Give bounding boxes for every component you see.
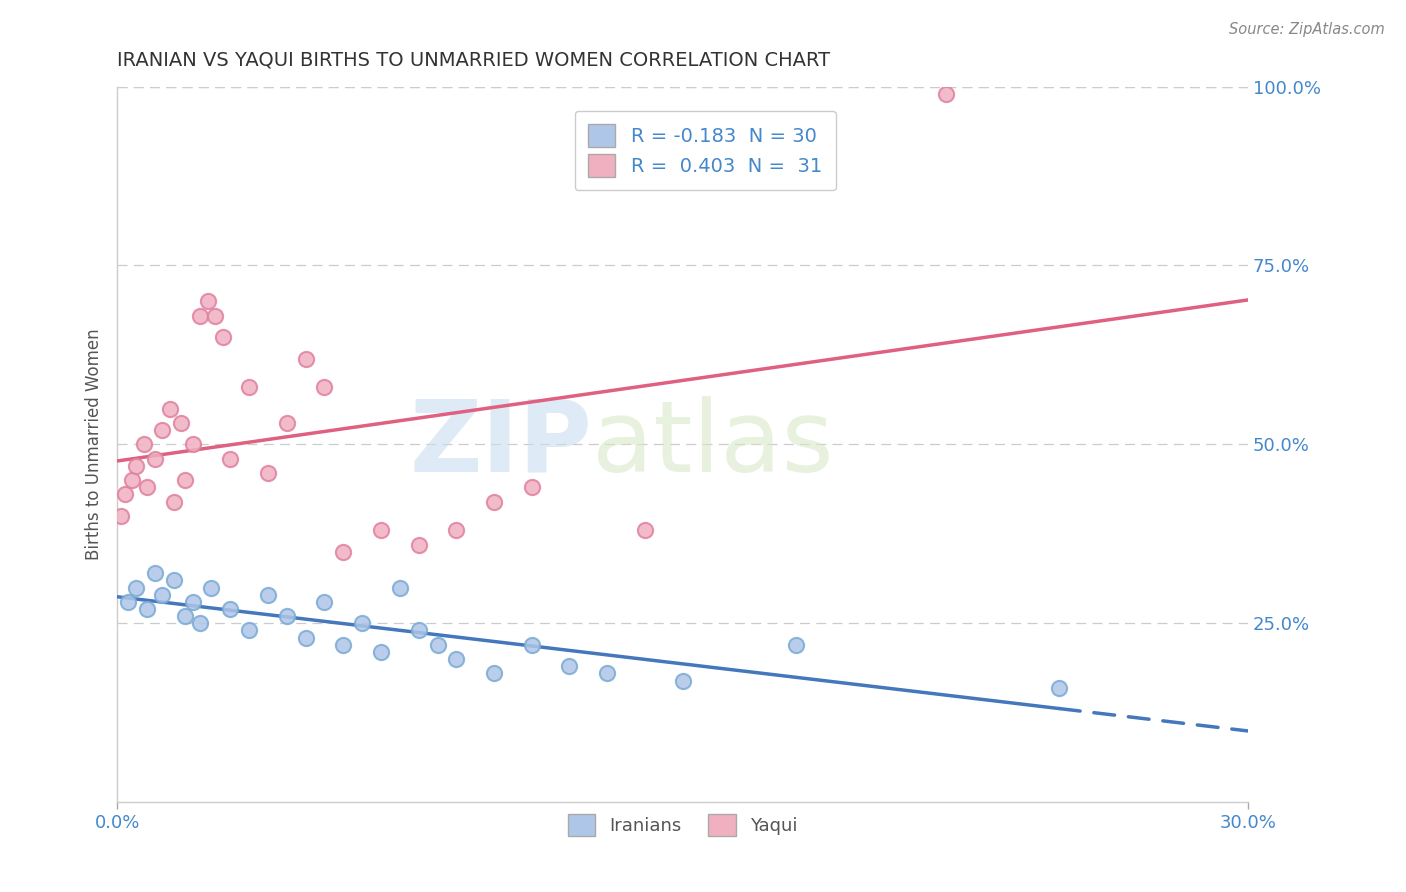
- Point: [170, 416, 193, 430]
- Point: [276, 416, 298, 430]
- Point: [294, 631, 316, 645]
- Point: [332, 638, 354, 652]
- Point: [143, 566, 166, 581]
- Point: [294, 351, 316, 366]
- Point: [181, 595, 204, 609]
- Point: [174, 609, 197, 624]
- Point: [125, 458, 148, 473]
- Point: [163, 574, 186, 588]
- Point: [1047, 681, 1070, 695]
- Point: [132, 437, 155, 451]
- Point: [211, 330, 233, 344]
- Point: [143, 451, 166, 466]
- Point: [152, 423, 174, 437]
- Point: [110, 508, 132, 523]
- Text: IRANIAN VS YAQUI BIRTHS TO UNMARRIED WOMEN CORRELATION CHART: IRANIAN VS YAQUI BIRTHS TO UNMARRIED WOM…: [117, 51, 831, 70]
- Point: [219, 602, 242, 616]
- Point: [634, 523, 657, 537]
- Point: [370, 645, 392, 659]
- Point: [388, 581, 411, 595]
- Text: Source: ZipAtlas.com: Source: ZipAtlas.com: [1229, 22, 1385, 37]
- Point: [188, 616, 211, 631]
- Legend: Iranians, Yaqui: Iranians, Yaqui: [561, 807, 804, 843]
- Point: [332, 545, 354, 559]
- Point: [558, 659, 581, 673]
- Point: [446, 652, 468, 666]
- Point: [152, 588, 174, 602]
- Point: [785, 638, 807, 652]
- Point: [174, 473, 197, 487]
- Point: [238, 624, 260, 638]
- Point: [370, 523, 392, 537]
- Point: [671, 673, 693, 688]
- Point: [204, 309, 226, 323]
- Point: [314, 595, 336, 609]
- Point: [219, 451, 242, 466]
- Point: [163, 494, 186, 508]
- Point: [238, 380, 260, 394]
- Point: [276, 609, 298, 624]
- Point: [117, 595, 139, 609]
- Point: [121, 473, 143, 487]
- Point: [136, 602, 159, 616]
- Point: [482, 666, 505, 681]
- Point: [200, 581, 222, 595]
- Point: [426, 638, 449, 652]
- Point: [257, 588, 280, 602]
- Point: [188, 309, 211, 323]
- Point: [197, 294, 219, 309]
- Point: [520, 638, 543, 652]
- Point: [482, 494, 505, 508]
- Y-axis label: Births to Unmarried Women: Births to Unmarried Women: [86, 328, 103, 560]
- Point: [125, 581, 148, 595]
- Point: [935, 87, 957, 101]
- Point: [352, 616, 374, 631]
- Text: ZIP: ZIP: [409, 396, 592, 493]
- Point: [520, 480, 543, 494]
- Point: [408, 624, 430, 638]
- Point: [159, 401, 181, 416]
- Point: [596, 666, 619, 681]
- Point: [181, 437, 204, 451]
- Point: [314, 380, 336, 394]
- Point: [408, 538, 430, 552]
- Point: [257, 466, 280, 480]
- Point: [446, 523, 468, 537]
- Point: [114, 487, 136, 501]
- Point: [136, 480, 159, 494]
- Text: atlas: atlas: [592, 396, 834, 493]
